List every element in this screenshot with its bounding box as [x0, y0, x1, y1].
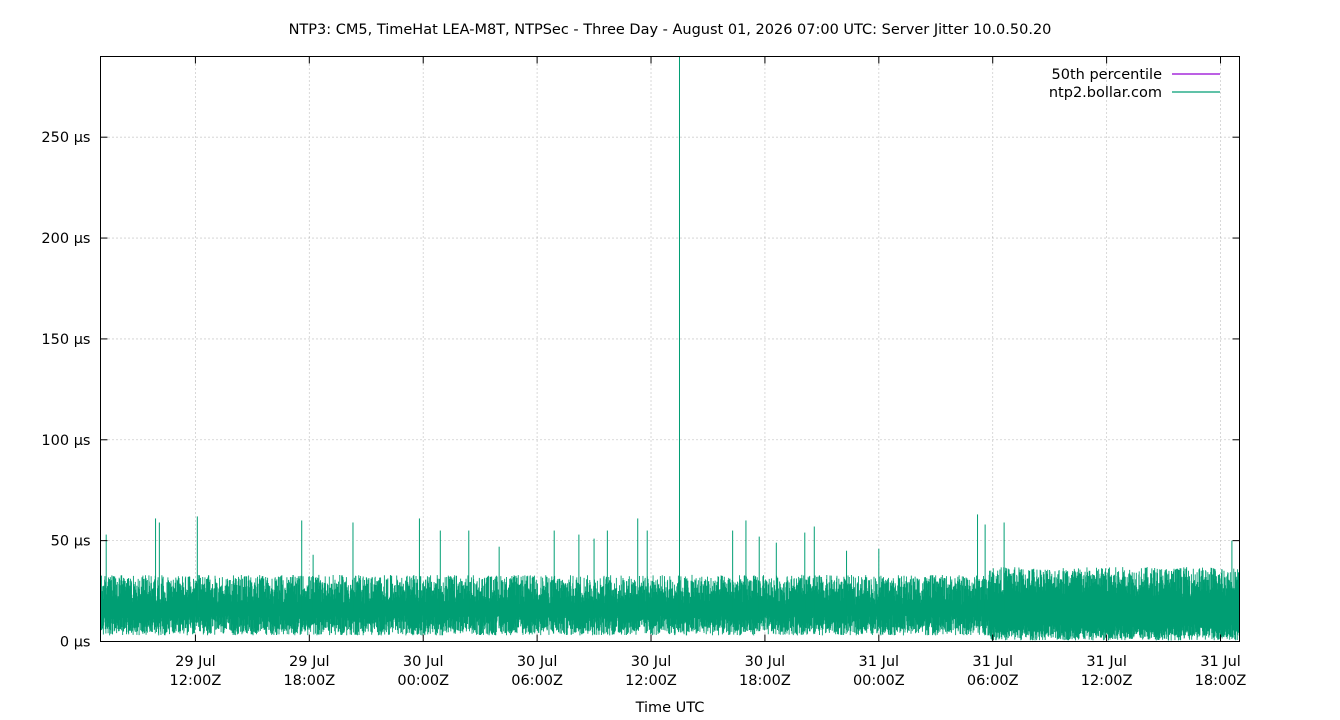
- y-tick-label: 150 µs: [41, 332, 90, 348]
- series-area: [100, 56, 1240, 641]
- y-tick-label: 0 µs: [60, 635, 91, 651]
- x-tick-label-time: 18:00Z: [283, 673, 335, 689]
- axes: 0 µs 50 µs 100 µs 150 µs 200 µs 250 µs 29 Jul 1…: [41, 56, 1247, 689]
- x-tick-label-time: 18:00Z: [739, 673, 791, 689]
- x-tick-label-date: 31 Jul: [1086, 654, 1127, 670]
- plot-frame: [100, 56, 1240, 642]
- x-tick-label-date: 29 Jul: [175, 654, 216, 670]
- y-tick-label: 250 µs: [41, 130, 90, 146]
- x-tick-label-time: 12:00Z: [170, 673, 222, 689]
- legend-label: 50th percentile: [1052, 67, 1163, 83]
- y-tick-label: 100 µs: [41, 433, 90, 449]
- x-tick-label-date: 31 Jul: [859, 654, 900, 670]
- x-tick-label-time: 06:00Z: [511, 673, 563, 689]
- x-tick-label-date: 30 Jul: [631, 654, 672, 670]
- x-tick-label-time: 12:00Z: [1081, 673, 1133, 689]
- legend-label: ntp2.bollar.com: [1049, 85, 1162, 101]
- y-tick-label: 200 µs: [41, 231, 90, 247]
- x-tick-label-time: 00:00Z: [397, 673, 449, 689]
- x-tick-label-date: 30 Jul: [517, 654, 558, 670]
- x-tick-label-time: 18:00Z: [1195, 673, 1247, 689]
- x-tick-label-date: 31 Jul: [1200, 654, 1241, 670]
- y-tick-label: 50 µs: [51, 534, 91, 550]
- chart-title: NTP3: CM5, TimeHat LEA-M8T, NTPSec - Thr…: [289, 22, 1052, 38]
- x-tick-label-date: 29 Jul: [289, 654, 330, 670]
- x-tick-label-date: 30 Jul: [745, 654, 786, 670]
- x-tick-label-time: 12:00Z: [625, 673, 677, 689]
- x-tick-label-time: 06:00Z: [967, 673, 1019, 689]
- jitter-series-band: [100, 567, 1240, 641]
- grid-lines: [100, 56, 1240, 642]
- legend: 50th percentile ntp2.bollar.com: [1049, 67, 1220, 101]
- x-axis-label: Time UTC: [635, 700, 705, 716]
- x-tick-label-date: 31 Jul: [972, 654, 1013, 670]
- x-tick-label-time: 00:00Z: [853, 673, 905, 689]
- x-tick-label-date: 30 Jul: [403, 654, 444, 670]
